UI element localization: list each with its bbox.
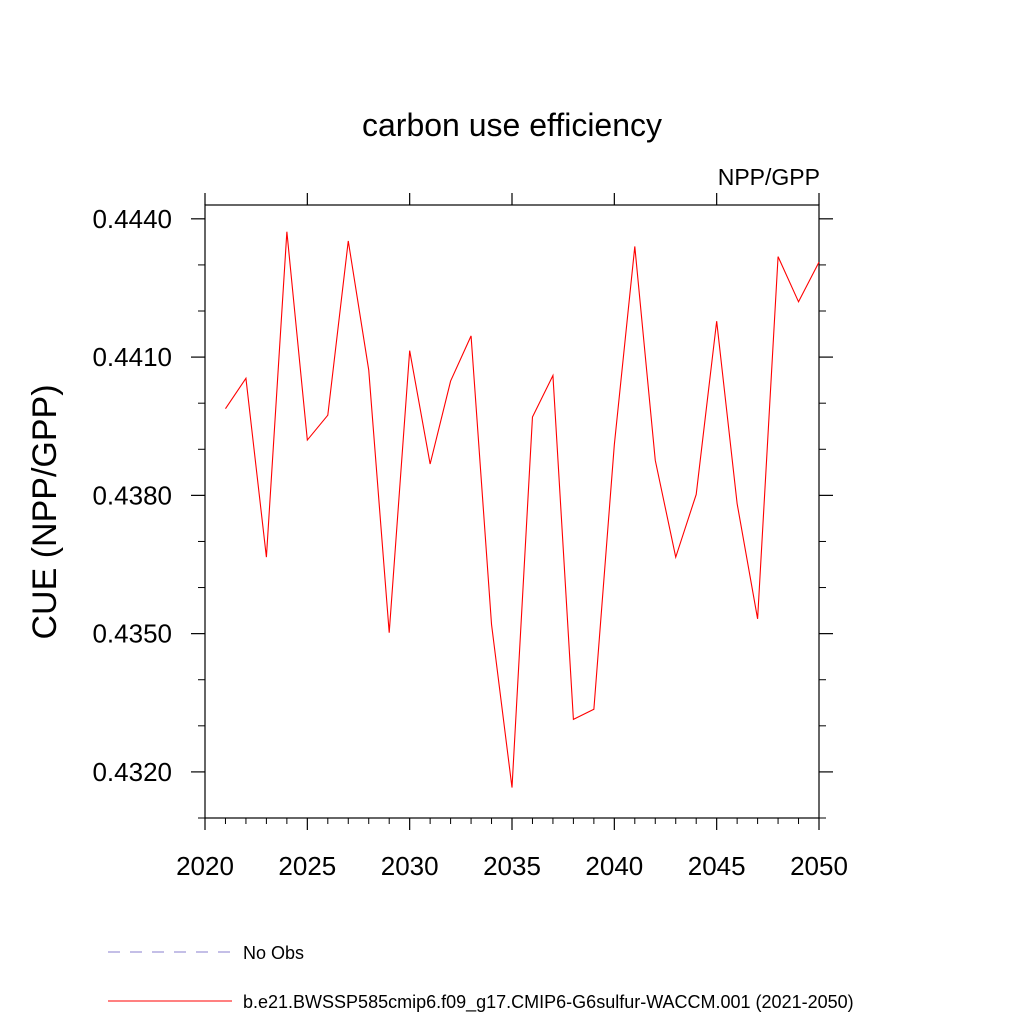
y-tick-label: 0.4350	[92, 619, 172, 649]
legend-label-model: b.e21.BWSSP585cmip6.f09_g17.CMIP6-G6sulf…	[243, 992, 854, 1013]
y-tick-labels: 0.4320 0.4350 0.4380 0.4410 0.4440	[92, 204, 172, 787]
series-layer	[225, 231, 820, 788]
x-tick-label: 2020	[176, 851, 234, 881]
legend-label-no-obs: No Obs	[243, 943, 304, 963]
series-line	[225, 231, 820, 788]
plot-frame	[204, 204, 820, 819]
x-tick-labels: 2020 2025 2030 2035 2040 2045 2050	[176, 851, 848, 881]
x-tick-label: 2030	[381, 851, 439, 881]
x-tick-label: 2035	[483, 851, 541, 881]
y-tick-label: 0.4410	[92, 342, 172, 372]
y-tick-label: 0.4320	[92, 757, 172, 787]
x-tick-label: 2045	[688, 851, 746, 881]
y-tick-label: 0.4440	[92, 204, 172, 234]
y-axis-label: CUE (NPP/GPP)	[26, 384, 64, 639]
axis-ticks	[191, 193, 833, 830]
x-tick-label: 2040	[585, 851, 643, 881]
legend: No Obs b.e21.BWSSP585cmip6.f09_g17.CMIP6…	[108, 943, 854, 1013]
chart-title: carbon use efficiency	[362, 107, 662, 143]
chart-subtitle: NPP/GPP	[718, 164, 820, 190]
x-tick-label: 2050	[790, 851, 848, 881]
x-tick-label: 2025	[278, 851, 336, 881]
y-tick-label: 0.4380	[92, 480, 172, 510]
